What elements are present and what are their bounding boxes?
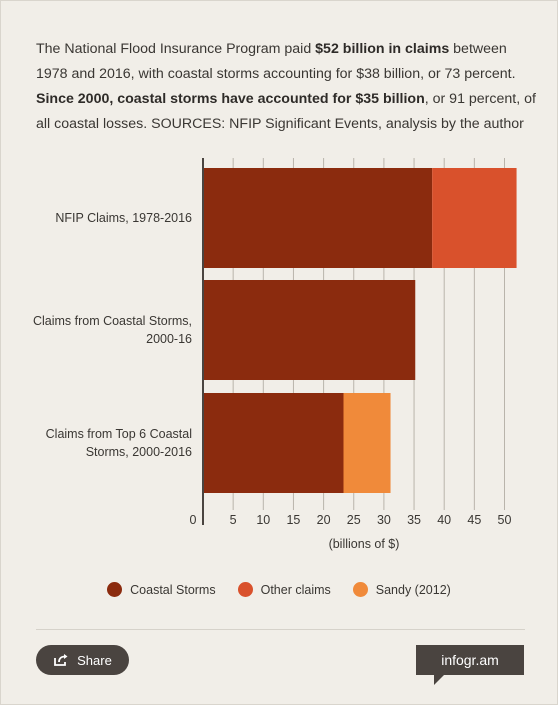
legend-item[interactable]: Coastal Storms <box>107 582 216 597</box>
legend-label: Coastal Storms <box>130 582 216 597</box>
legend-swatch <box>107 582 123 597</box>
category-label: NFIP Claims, 1978-2016 <box>55 211 192 225</box>
share-label: Share <box>77 652 112 668</box>
legend: Coastal Storms Other claims Sandy (2012) <box>0 582 558 597</box>
legend-swatch <box>237 582 253 597</box>
legend-swatch <box>352 582 368 597</box>
x-tick-label: 25 <box>347 513 361 527</box>
legend-item[interactable]: Other claims <box>237 582 331 597</box>
x-tick-label: 20 <box>317 513 331 527</box>
bar-segment <box>343 393 391 493</box>
x-tick-label: 0 <box>190 513 197 527</box>
legend-item[interactable]: Sandy (2012) <box>352 582 451 597</box>
share-icon <box>54 654 68 666</box>
chart-description: The National Flood Insurance Program pai… <box>36 37 536 137</box>
description-bold-1: $52 billion in claims <box>315 41 450 57</box>
legend-label: Sandy (2012) <box>375 582 451 597</box>
logo-tail <box>434 675 444 685</box>
x-tick-label: 35 <box>407 513 421 527</box>
x-tick-label: 30 <box>377 513 391 527</box>
footer-divider <box>36 629 525 630</box>
x-tick-label: 10 <box>256 513 270 527</box>
share-button[interactable]: Share <box>36 645 129 675</box>
category-label: Claims from Top 6 Coastal Storms, 2000-2… <box>45 427 192 459</box>
description-text-1: The National Flood Insurance Program pai… <box>36 41 316 57</box>
x-tick-label: 5 <box>230 513 237 527</box>
bar-segment <box>432 168 517 268</box>
x-tick-label: 45 <box>467 513 481 527</box>
brand-label: infogr.am <box>441 652 499 668</box>
description-bold-2: Since 2000, coastal storms have accounte… <box>36 91 425 107</box>
bar-segment <box>203 393 344 493</box>
category-label: Claims from Coastal Storms, 2000-16 <box>32 314 192 346</box>
x-axis-label: (billions of $) <box>329 537 400 551</box>
infogram-logo[interactable]: infogr.am <box>416 645 524 675</box>
x-tick-label: 40 <box>437 513 451 527</box>
x-tick-label: 15 <box>286 513 300 527</box>
x-tick-label: 50 <box>498 513 512 527</box>
description-text-2: between 1978 and 2016, with coastal stor… <box>36 41 516 82</box>
bar-segment <box>203 280 416 380</box>
bar-segment <box>203 168 433 268</box>
legend-label: Other claims <box>260 582 331 597</box>
bar-chart: 0 5 10 15 20 25 30 35 40 45 50 (billions of $) <box>190 158 517 551</box>
description-text-3: , or 91 percent, of all coastal losses. … <box>36 91 536 132</box>
